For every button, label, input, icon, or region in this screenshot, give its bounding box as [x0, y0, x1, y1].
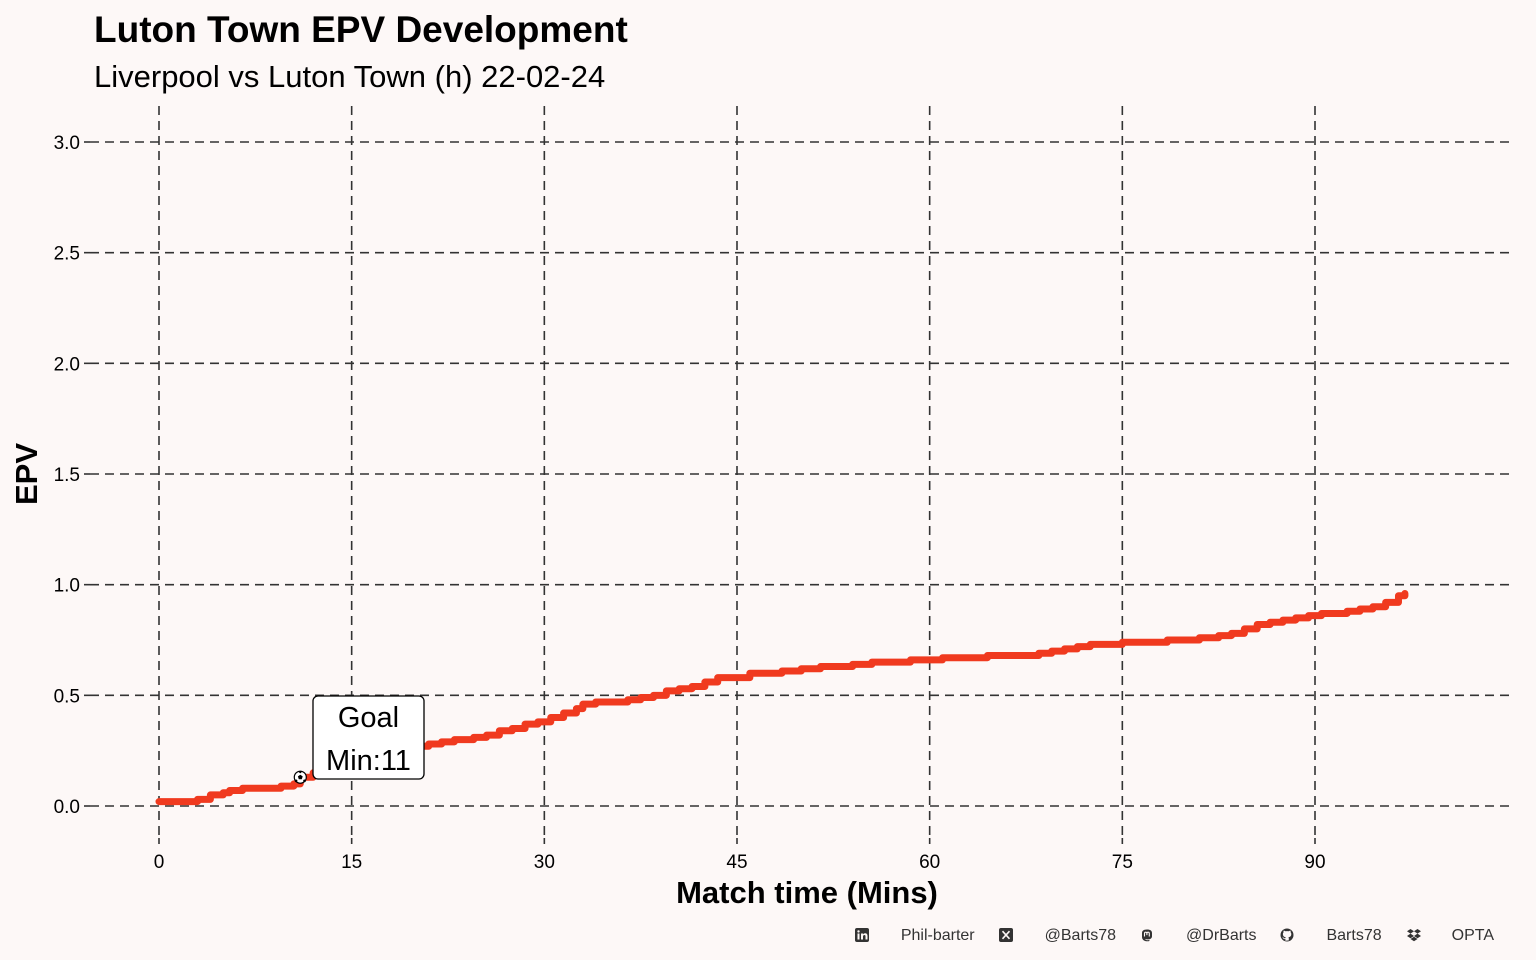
- y-tick-label: 0.5: [54, 686, 80, 707]
- credit-item: OPTA: [1406, 927, 1500, 945]
- credit-item: @Barts78: [998, 927, 1122, 945]
- chart-subtitle: Liverpool vs Luton Town (h) 22-02-24: [94, 59, 605, 94]
- credit-text: Phil-barter: [900, 927, 975, 944]
- x-tick-label: 45: [726, 852, 747, 873]
- credit-item: Phil-barter: [854, 927, 981, 945]
- dropbox-icon: [1406, 928, 1422, 944]
- mastodon-icon: [1140, 928, 1156, 944]
- y-tick-label: 2.5: [54, 244, 80, 265]
- chart-title: Luton Town EPV Development: [94, 9, 628, 50]
- credit-text: @DrBarts: [1186, 927, 1257, 944]
- x-twitter-icon: [998, 928, 1015, 944]
- goal-annotation: Goal Min:11: [293, 695, 425, 784]
- credit-item: @DrBarts: [1140, 927, 1262, 945]
- x-tick-label: 0: [154, 852, 165, 873]
- y-tick-label: 3.0: [54, 133, 80, 154]
- chart: Luton Town EPV Development Liverpool vs …: [9, 9, 1515, 910]
- x-tick-label: 90: [1304, 852, 1325, 873]
- axis-ticks: 0.0 0.5 1.0 1.5 2.0 2.5 3.0 0 15 30 45 60 75 90: [54, 133, 1326, 873]
- grid: [90, 106, 1515, 838]
- x-axis-label: Match time (Mins): [676, 875, 938, 910]
- football-icon: [293, 770, 307, 784]
- x-tick-label: 15: [341, 852, 362, 873]
- y-axis-label: EPV: [9, 443, 44, 505]
- credit-item: Barts78: [1280, 927, 1387, 945]
- credits-bar: Phil-barter @Barts78 @DrBarts Barts78 OPTA: [0, 922, 1500, 950]
- linkedin-icon: [854, 928, 871, 944]
- x-tick-label: 60: [919, 852, 940, 873]
- annotation-box: [312, 695, 425, 780]
- x-tick-label: 75: [1112, 852, 1133, 873]
- credit-text: OPTA: [1451, 927, 1494, 944]
- annotation-line-2: Min:11: [326, 745, 411, 777]
- y-tick-label: 1.5: [54, 465, 80, 486]
- y-tick-label: 1.0: [54, 576, 80, 597]
- y-tick-label: 0.0: [54, 797, 80, 818]
- github-icon: [1280, 928, 1296, 944]
- credit-text: @Barts78: [1044, 927, 1117, 944]
- y-tick-label: 2.0: [54, 354, 80, 375]
- annotation-line-1: Goal: [338, 702, 399, 734]
- credit-text: Barts78: [1326, 927, 1382, 944]
- x-tick-label: 30: [534, 852, 555, 873]
